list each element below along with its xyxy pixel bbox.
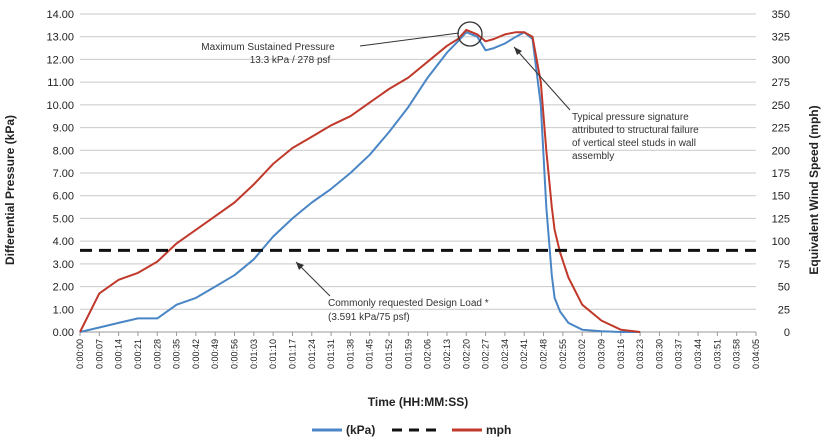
x-tick-label: 0:02:27: [481, 339, 491, 369]
y-right-tick-label: 200: [772, 145, 790, 157]
x-tick-label: 0:01:52: [384, 339, 394, 369]
x-tick-label: 0:01:38: [345, 339, 355, 369]
y-left-tick-label: 12.00: [46, 54, 74, 66]
y-left-tick-label: 0.00: [53, 327, 74, 339]
x-axis: 0:00:00 0:00:07 0:00:14 0:00:21 0:00:28 0:00:…: [75, 332, 761, 369]
grid-lines: [80, 13, 756, 333]
x-tick-label: 0:01:17: [287, 339, 297, 369]
y-left-tick-label: 14.00: [46, 9, 74, 21]
design-load-line2: (3.591 kPa/75 psf): [328, 312, 410, 323]
design-load-line1: Commonly requested Design Load *: [328, 298, 489, 309]
x-tick-label: 0:00:28: [152, 339, 162, 369]
y-right-tick-label: 100: [772, 236, 790, 248]
x-tick-label: 0:04:05: [751, 339, 761, 369]
structural-failure-line2: attributed to structural failure: [572, 125, 699, 136]
y-right-tick-label: 0: [784, 327, 790, 339]
design-load-arrowhead: [296, 262, 304, 270]
annotation-structural-failure: Typical pressure signature attributed to…: [513, 46, 699, 162]
y-left-tick-label: 4.00: [53, 236, 74, 248]
y-right-tick-label: 275: [772, 77, 790, 89]
x-tick-label: 0:01:45: [365, 339, 375, 369]
y-left-tick-label: 1.00: [53, 304, 74, 316]
structural-failure-arrow: [513, 46, 571, 111]
x-tick-label: 0:00:00: [75, 339, 85, 369]
max-pressure-circle: [457, 21, 483, 47]
x-tick-label: 0:02:41: [519, 339, 529, 369]
y-right-tick-label: 150: [772, 191, 790, 203]
x-tick-label: 0:01:59: [403, 339, 413, 369]
series-mph-line: [79, 28, 641, 333]
y-right-tick-label: 250: [772, 100, 790, 112]
x-axis-title: Time (HH:MM:SS): [368, 395, 468, 409]
structural-failure-line4: assembly: [572, 151, 614, 162]
y-axis-right: 0 25 50 75 100 125 150 175 200 225 250 275 300 325 350: [772, 9, 790, 339]
y-right-tick-label: 175: [772, 168, 790, 180]
x-tick-label: 0:03:16: [616, 339, 626, 369]
x-tick-label: 0:03:37: [674, 339, 684, 369]
y-axis-left-title: Differential Pressure (kPa): [3, 115, 17, 265]
x-tick-label: 0:02:20: [461, 339, 471, 369]
x-tick-label: 0:00:42: [191, 339, 201, 369]
y-axis-left: 0.00 1.00 2.00 3.00 4.00 5.00 6.00 7.00 8.00 9.00…: [46, 9, 74, 339]
x-tick-label: 0:03:23: [635, 339, 645, 369]
structural-failure-arrowhead: [514, 47, 522, 55]
y-left-tick-label: 8.00: [53, 145, 74, 157]
x-tick-label: 0:02:13: [442, 339, 452, 369]
x-tick-label: 0:00:56: [230, 339, 240, 369]
max-pressure-line2: 13.3 kPa / 278 psf: [250, 55, 331, 66]
y-left-tick-label: 3.00: [53, 259, 74, 271]
y-right-tick-label: 350: [772, 9, 790, 21]
y-right-tick-label: 50: [778, 282, 790, 294]
x-tick-label: 0:03:58: [732, 339, 742, 369]
annotation-max-pressure: Maximum Sustained Pressure 13.3 kPa / 27…: [201, 21, 483, 66]
x-tick-label: 0:03:02: [577, 339, 587, 369]
y-left-tick-label: 11.00: [47, 77, 74, 89]
y-right-tick-label: 25: [778, 304, 790, 316]
series-kpa-line: [79, 31, 641, 333]
x-tick-label: 0:03:44: [693, 339, 703, 369]
y-left-tick-label: 9.00: [53, 123, 74, 135]
max-pressure-arrow: [359, 32, 460, 47]
y-axis-right-title: Equivalent Wind Speed (mph): [807, 105, 821, 274]
y-right-tick-label: 300: [772, 54, 790, 66]
y-left-tick-label: 13.00: [46, 32, 74, 44]
y-left-tick-label: 6.00: [53, 191, 74, 203]
y-right-tick-label: 325: [772, 32, 790, 44]
series-lines: [79, 28, 756, 333]
x-tick-label: 0:02:06: [423, 339, 433, 369]
y-left-tick-label: 5.00: [53, 213, 74, 225]
design-load-arrow: [295, 261, 331, 297]
annotation-design-load: Commonly requested Design Load * (3.591 …: [295, 261, 489, 323]
y-left-tick-label: 7.00: [53, 168, 74, 180]
x-tick-label: 0:01:03: [249, 339, 259, 369]
x-tick-label: 0:00:21: [133, 339, 143, 369]
y-right-tick-label: 125: [772, 213, 790, 225]
x-tick-label: 0:02:55: [558, 339, 568, 369]
x-tick-label: 0:03:30: [654, 339, 664, 369]
x-tick-label: 0:00:35: [172, 339, 182, 369]
x-tick-label: 0:01:24: [307, 339, 317, 369]
x-tick-label: 0:02:34: [500, 339, 510, 369]
y-left-tick-label: 10.00: [46, 100, 74, 112]
structural-failure-line1: Typical pressure signature: [572, 112, 689, 123]
x-tick-label: 0:03:51: [712, 339, 722, 369]
x-tick-label: 0:01:10: [268, 339, 278, 369]
x-tick-label: 0:00:49: [210, 339, 220, 369]
y-left-tick-label: 2.00: [53, 282, 74, 294]
x-tick-label: 0:01:31: [326, 339, 336, 369]
x-tick-label: 0:03:09: [596, 339, 606, 369]
legend-kpa-label: (kPa): [346, 423, 375, 437]
legend: (kPa) mph: [312, 423, 511, 437]
x-tick-label: 0:00:14: [114, 339, 124, 369]
max-pressure-line1: Maximum Sustained Pressure: [201, 42, 335, 53]
structural-failure-line3: of vertical steel studs in wall: [572, 138, 696, 149]
y-right-tick-label: 225: [772, 123, 790, 135]
x-tick-label: 0:00:07: [94, 339, 104, 369]
x-tick-label: 0:02:48: [539, 339, 549, 369]
legend-mph-label: mph: [486, 423, 511, 437]
y-right-tick-label: 75: [778, 259, 790, 271]
